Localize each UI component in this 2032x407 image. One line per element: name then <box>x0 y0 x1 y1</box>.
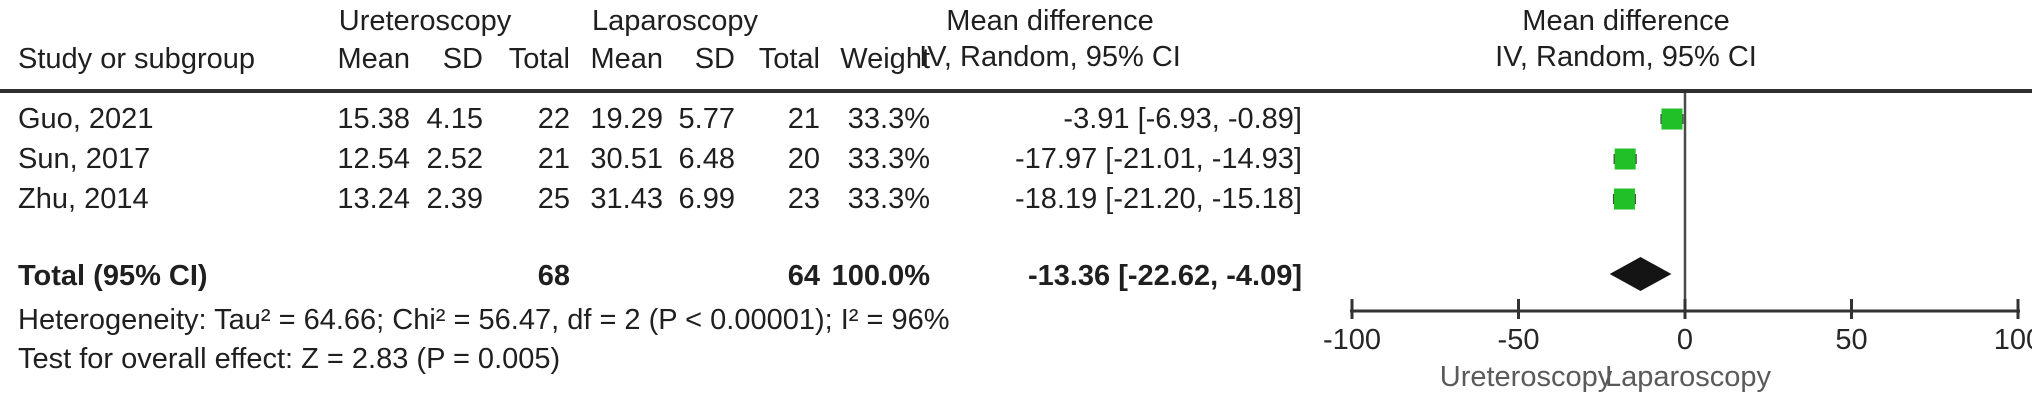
study-weight: 33.3% <box>847 143 930 175</box>
heterogeneity-note: Heterogeneity: Tau² = 64.66; Chi² = 56.4… <box>18 304 950 336</box>
lap-total: 23 <box>787 183 820 215</box>
col-header-total-2: Total <box>758 43 820 75</box>
study-weight: 33.3% <box>847 183 930 215</box>
plot-header-ci-method: IV, Random, 95% CI <box>1495 41 1757 73</box>
study-row: Sun, 2017 12.54 2.52 21 30.51 6.48 20 33.3% -17.… <box>0 141 2032 177</box>
study-row: Zhu, 2014 13.24 2.39 25 31.43 6.99 23 33.3% -18.… <box>0 181 2032 217</box>
column-header-row: Study or subgroup Mean SD Total Mean SD … <box>0 41 2032 77</box>
lap-mean: 30.51 <box>590 143 663 175</box>
total-weight: 100.0% <box>831 260 930 292</box>
total-diamond <box>1609 257 1672 291</box>
col-header-study: Study or subgroup <box>18 43 255 75</box>
lap-sd: 5.77 <box>678 103 735 135</box>
col-header-total-1: Total <box>508 43 570 75</box>
lap-sd: 6.99 <box>678 183 735 215</box>
axis-tick-label: 50 <box>1835 324 1867 356</box>
study-weight: 33.3% <box>847 103 930 135</box>
urs-total: 22 <box>537 103 570 135</box>
study-ci-text: -3.91 [-6.93, -0.89] <box>1063 103 1302 135</box>
lap-total: 20 <box>787 143 820 175</box>
lap-sd: 6.48 <box>678 143 735 175</box>
urs-sd: 2.39 <box>426 183 483 215</box>
urs-total: 21 <box>537 143 570 175</box>
mean-difference-header-right: Mean difference <box>1522 5 1730 37</box>
study-ci-text: -18.19 [-21.20, -15.18] <box>1015 183 1302 215</box>
study-ci-text: -17.97 [-21.01, -14.93] <box>1015 143 1302 175</box>
overall-effect-note: Test for overall effect: Z = 2.83 (P = 0… <box>18 343 561 375</box>
col-header-mean-1: Mean <box>337 43 410 75</box>
col-header-ci-method: IV, Random, 95% CI <box>919 41 1181 73</box>
col-header-weight: Weight <box>840 43 930 75</box>
total-ci-text: -13.36 [-22.62, -4.09] <box>1027 260 1302 292</box>
lap-total: 21 <box>787 103 820 135</box>
col-header-sd-2: SD <box>694 43 735 75</box>
lap-mean: 19.29 <box>590 103 663 135</box>
mean-difference-header-left: Mean difference <box>946 5 1154 37</box>
axis-label-laparoscopy: Laparoscopy <box>1605 361 1772 393</box>
study-marker <box>1613 188 1635 210</box>
urs-sd: 2.52 <box>426 143 483 175</box>
axis-tick-label: -50 <box>1498 324 1540 356</box>
total-n-urs: 68 <box>537 260 570 292</box>
header-separator-line <box>0 89 2032 93</box>
group-header-laparoscopy: Laparoscopy <box>591 5 759 37</box>
axis-tick-label: -100 <box>1323 324 1381 356</box>
axis-tick-label: 100 <box>1994 324 2032 356</box>
total-n-lap: 64 <box>787 260 820 292</box>
study-marker <box>1661 108 1683 130</box>
study-row: Guo, 2021 15.38 4.15 22 19.29 5.77 21 33.3% -3.9… <box>0 101 2032 137</box>
study-name: Guo, 2021 <box>18 103 154 135</box>
study-marker <box>1614 148 1636 170</box>
urs-mean: 13.24 <box>337 183 410 215</box>
axis-tick-label: 0 <box>1677 324 1693 356</box>
urs-mean: 15.38 <box>337 103 410 135</box>
study-name: Zhu, 2014 <box>18 183 149 215</box>
group-header-ureteroscopy: Ureteroscopy <box>338 5 512 37</box>
col-header-mean-2: Mean <box>590 43 663 75</box>
urs-total: 25 <box>537 183 570 215</box>
urs-mean: 12.54 <box>337 143 410 175</box>
study-name: Sun, 2017 <box>18 143 151 175</box>
col-header-sd-1: SD <box>442 43 483 75</box>
total-label: Total (95% CI) <box>18 260 208 292</box>
urs-sd: 4.15 <box>426 103 483 135</box>
total-row: Total (95% CI) 68 64 100.0% -13.36 [-22.… <box>0 258 2032 294</box>
axis-label-ureteroscopy: Ureteroscopy <box>1440 361 1613 393</box>
lap-mean: 31.43 <box>590 183 663 215</box>
